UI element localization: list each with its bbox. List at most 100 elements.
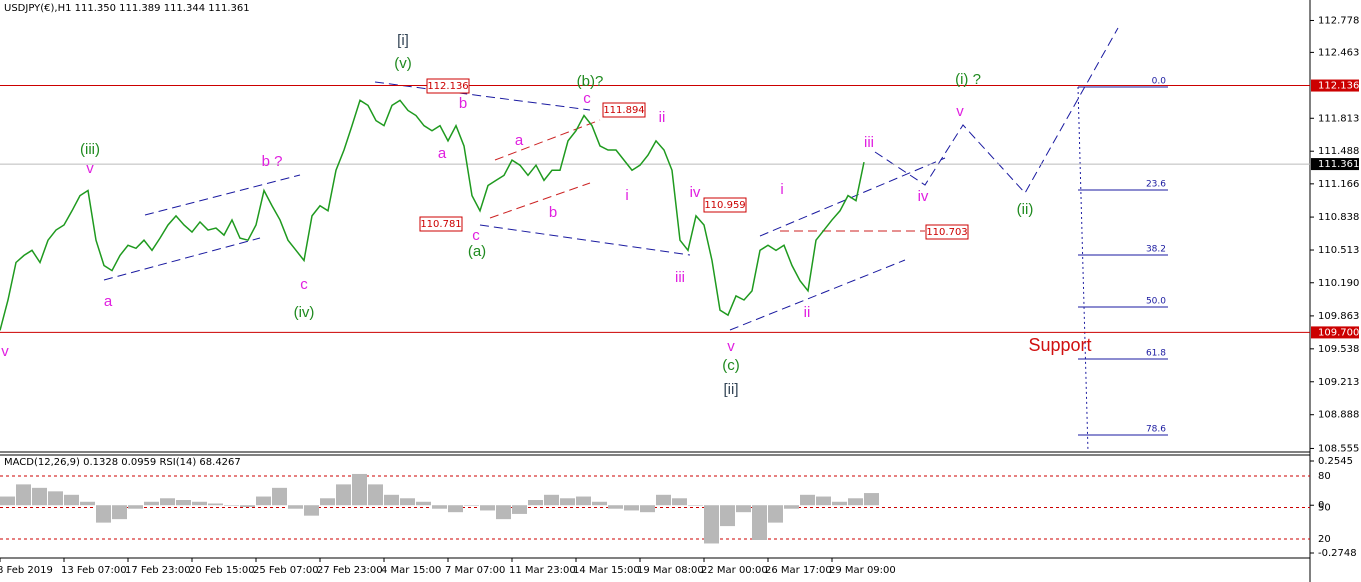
macd-bar [512,505,527,514]
x-tick-label: 11 Mar 23:00 [509,565,576,576]
price-tag-box [426,78,470,94]
price-line [0,99,865,331]
macd-bar [256,496,271,506]
trend-line [494,119,601,161]
macd-bar [192,501,207,506]
fib-label: 38.2 [1146,245,1166,255]
trend-line [374,81,591,111]
fib-label: 23.6 [1146,180,1166,190]
macd-bar [624,505,639,511]
price-tag: 110.703 [926,227,967,238]
trend-line [489,182,591,219]
trend-line [144,174,301,216]
macd-bar [640,505,655,513]
x-tick-label: 8 Feb 2019 [0,565,53,576]
trend-line [729,259,906,331]
macd-bar [688,505,703,506]
wave-label: Support [1028,335,1091,355]
price-tag-box [703,197,747,213]
wave-label: iii [675,269,685,286]
wave-label: v [1,343,9,360]
y-tick-label: 111.488 [1318,146,1359,157]
macd-bar [80,501,95,506]
level-tag [1311,79,1359,92]
macd-bar [672,498,687,506]
fib-vertical [1077,86,1089,453]
macd-bar [656,494,671,506]
price-tag: 110.959 [704,200,745,211]
x-tick-label: 14 Mar 15:00 [573,565,640,576]
wave-label: (b)? [577,73,604,90]
macd-bar [0,496,15,506]
wave-label: (c) [722,357,740,374]
y-tick-label: 109.213 [1318,377,1359,388]
y-tick-label: 0.2545 [1318,456,1353,467]
macd-bar [64,494,79,506]
y-tick-label: 110.190 [1318,278,1359,289]
macd-bar [96,505,111,523]
macd-bar [816,496,831,506]
wave-label: ii [659,109,666,126]
wave-label: i [625,187,628,204]
trend-line [759,157,946,237]
wave-label: iv [918,188,929,205]
wave-label: (i) ? [955,71,981,88]
macd-bar [128,505,143,509]
level-label: 112.136 [1318,81,1359,92]
macd-bar [416,501,431,506]
macd-bar [272,487,287,506]
trend-line [103,237,261,281]
x-tick-label: 25 Feb 07:00 [253,565,319,576]
y-tick-label: 0 [1318,500,1324,511]
wave-label: a [515,132,524,149]
wave-label: v [86,160,94,177]
wave-label: [ii] [724,381,739,398]
fib-label: 61.8 [1146,349,1166,359]
wave-label: (v) [394,55,412,72]
wave-label: c [300,276,308,293]
wave-label: (a) [468,243,486,260]
fib-label: 0.0 [1152,77,1167,87]
price-tag: 112.136 [427,81,468,92]
x-tick-label: 19 Mar 08:00 [637,565,704,576]
macd-bar [480,505,495,511]
macd-bar [768,505,783,523]
price-tag-box [419,216,463,232]
macd-bar [16,484,31,506]
rsi-tick-label: 80 [1318,471,1331,482]
level-label: 111.361 [1318,159,1359,170]
wave-label: i [780,181,783,198]
wave-label: v [956,103,964,120]
macd-bar [320,498,335,506]
macd-bar [464,505,479,506]
wave-label: iii [864,134,874,151]
y-tick-label: 112.463 [1318,47,1359,58]
macd-bar [560,498,575,506]
macd-bar [528,500,543,506]
y-tick-label: 112.778 [1318,15,1359,26]
wave-label: ii [804,304,811,321]
indicator-title: MACD(12,26,9) 0.1328 0.0959 RSI(14) 68.4… [4,457,241,468]
rsi-tick-label: 50 [1318,503,1331,514]
macd-bar [736,505,751,513]
price-tag: 111.894 [603,105,644,116]
macd-bar [864,493,879,506]
rsi-tick-label: 20 [1318,534,1331,545]
macd-bar [48,491,63,506]
y-tick-label: -0.2748 [1318,548,1357,559]
fib-label: 50.0 [1146,297,1166,307]
macd-bar [160,498,175,506]
x-tick-label: 7 Mar 07:00 [445,565,505,576]
macd-bar [112,505,127,520]
trend-line [479,224,691,256]
macd-bar [240,505,255,507]
symbol-header: USDJPY(€),H1 111.350 111.389 111.344 111… [4,3,250,14]
macd-bar [608,505,623,509]
y-tick-label: 111.166 [1318,179,1359,190]
wave-label: iv [690,184,701,201]
macd-bar [400,498,415,506]
wave-label: v [727,338,735,355]
macd-bar [224,505,239,506]
macd-bar [208,503,223,506]
